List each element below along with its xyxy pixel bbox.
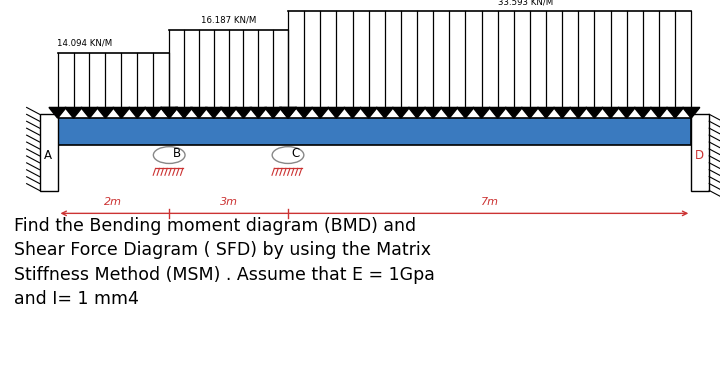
Polygon shape [537, 107, 554, 118]
Polygon shape [220, 107, 238, 118]
Polygon shape [667, 107, 684, 118]
Polygon shape [205, 107, 222, 118]
Polygon shape [505, 107, 523, 118]
Text: D: D [695, 149, 704, 162]
Text: 2m: 2m [104, 197, 122, 207]
Polygon shape [618, 107, 635, 118]
Polygon shape [650, 107, 667, 118]
Text: 14.094 KN/M: 14.094 KN/M [57, 38, 112, 48]
Polygon shape [250, 107, 267, 118]
Polygon shape [570, 107, 587, 118]
Text: 33.593 KN/M: 33.593 KN/M [498, 0, 553, 7]
Polygon shape [176, 107, 193, 118]
Text: Find the Bending moment diagram (BMD) and
Shear Force Diagram ( SFD) by using th: Find the Bending moment diagram (BMD) an… [14, 217, 436, 308]
Polygon shape [49, 107, 66, 118]
Bar [58, 118, 691, 145]
Polygon shape [81, 107, 98, 118]
Bar [691, 114, 709, 190]
Polygon shape [489, 107, 506, 118]
Polygon shape [408, 107, 426, 118]
Text: 7m: 7m [481, 197, 498, 207]
Bar [40, 114, 58, 190]
Polygon shape [279, 107, 297, 118]
Polygon shape [312, 107, 329, 118]
Polygon shape [521, 107, 539, 118]
Polygon shape [328, 107, 345, 118]
Polygon shape [634, 107, 652, 118]
Polygon shape [360, 107, 377, 118]
Polygon shape [161, 107, 178, 118]
Polygon shape [392, 107, 410, 118]
Polygon shape [425, 107, 442, 118]
Polygon shape [344, 107, 361, 118]
Polygon shape [683, 107, 700, 118]
Polygon shape [129, 107, 146, 118]
Polygon shape [113, 107, 130, 118]
Polygon shape [456, 107, 474, 118]
Text: B: B [173, 147, 181, 160]
Polygon shape [586, 107, 603, 118]
Polygon shape [264, 107, 282, 118]
Polygon shape [96, 107, 114, 118]
Polygon shape [441, 107, 458, 118]
Text: C: C [292, 147, 300, 160]
Text: A: A [44, 149, 52, 162]
Polygon shape [602, 107, 619, 118]
Polygon shape [554, 107, 571, 118]
Polygon shape [65, 107, 82, 118]
Polygon shape [473, 107, 490, 118]
Polygon shape [376, 107, 393, 118]
Polygon shape [279, 107, 297, 118]
Text: 3m: 3m [220, 197, 238, 207]
Polygon shape [295, 107, 312, 118]
Text: 16.187 KN/M: 16.187 KN/M [201, 16, 256, 25]
Polygon shape [145, 107, 162, 118]
Polygon shape [190, 107, 207, 118]
Polygon shape [235, 107, 252, 118]
Polygon shape [161, 107, 178, 118]
